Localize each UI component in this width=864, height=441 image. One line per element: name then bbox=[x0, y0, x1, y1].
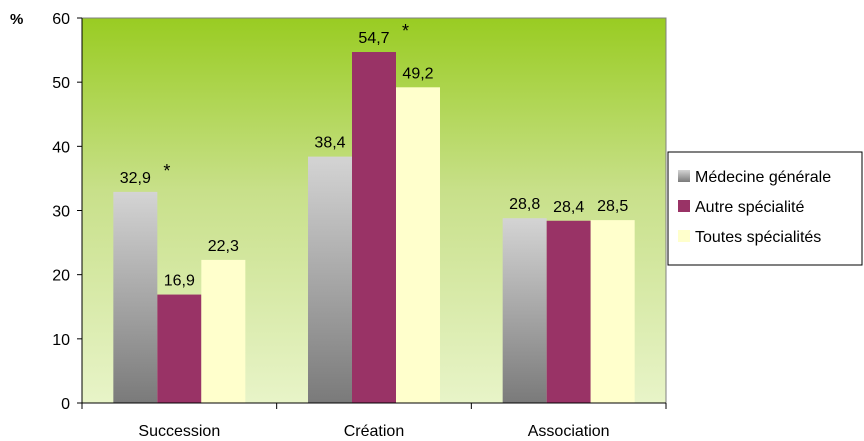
data-labels-layer: 32,9 * 16,9 22,3 38,4 54,7 * 49,2 28,8 28,4 28,5 bbox=[120, 21, 629, 290]
data-label: 32,9 bbox=[120, 170, 151, 187]
bar bbox=[502, 218, 547, 403]
y-axis-title: % bbox=[10, 11, 23, 28]
bar bbox=[352, 52, 396, 404]
data-label: 28,8 bbox=[509, 196, 540, 213]
data-label: 28,4 bbox=[553, 199, 584, 216]
legend-label: Toutes spécialités bbox=[695, 229, 821, 246]
legend-swatch bbox=[678, 230, 690, 242]
legend-label: Autre spécialité bbox=[695, 199, 804, 216]
y-tick-label: 50 bbox=[52, 75, 70, 92]
data-label: 54,7 bbox=[358, 30, 389, 47]
data-label: 16,9 bbox=[164, 273, 195, 290]
y-tick-label: 30 bbox=[52, 204, 70, 221]
data-label: 38,4 bbox=[314, 135, 345, 152]
y-tick-label: 40 bbox=[52, 139, 70, 156]
legend-label: Médecine générale bbox=[695, 169, 831, 186]
significance-marker: * bbox=[163, 161, 170, 181]
bar bbox=[546, 220, 591, 403]
legend-swatch bbox=[678, 200, 690, 212]
x-category-label: Succession bbox=[138, 423, 220, 440]
bar bbox=[157, 294, 202, 403]
legend-swatch bbox=[678, 170, 690, 182]
bars-layer bbox=[113, 52, 635, 404]
y-tick-label: 0 bbox=[61, 396, 70, 413]
x-category-label: Association bbox=[528, 423, 610, 440]
legend-box bbox=[667, 151, 863, 266]
significance-marker: * bbox=[402, 21, 409, 41]
x-category-label: Création bbox=[344, 423, 404, 440]
data-label: 22,3 bbox=[208, 238, 239, 255]
y-tick-label: 20 bbox=[52, 268, 70, 285]
bar bbox=[308, 156, 352, 403]
data-label: 49,2 bbox=[402, 65, 433, 82]
y-axis: 0 10 20 30 40 50 60 bbox=[52, 11, 83, 413]
data-label: 28,5 bbox=[597, 198, 628, 215]
bar bbox=[396, 87, 440, 404]
y-tick-label: 60 bbox=[52, 11, 70, 28]
legend: Médecine générale Autre spécialité Toutes … bbox=[667, 151, 863, 266]
bar bbox=[113, 191, 158, 403]
y-tick-label: 10 bbox=[52, 332, 70, 349]
bar bbox=[590, 220, 635, 403]
bar bbox=[201, 259, 246, 403]
x-axis: Succession Création Association bbox=[81, 402, 667, 440]
